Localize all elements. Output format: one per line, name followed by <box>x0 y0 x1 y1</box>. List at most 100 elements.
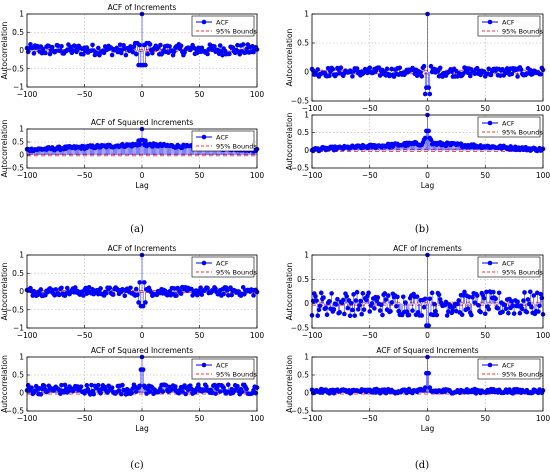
acf-point <box>437 297 443 302</box>
y-tick-label: −0.5 <box>291 324 309 333</box>
acf-point <box>84 383 90 388</box>
y-axis-label: Autocorrelation <box>0 262 9 320</box>
y-tick-label: −0.5 <box>291 164 309 173</box>
acf-point <box>145 51 151 57</box>
acf-point <box>515 299 520 305</box>
x-axis-label: Lag <box>421 424 435 433</box>
acf-point <box>316 307 322 313</box>
acf-point <box>421 63 427 69</box>
acf-point <box>331 307 337 312</box>
acf-point <box>142 280 147 285</box>
acf-point <box>28 42 33 47</box>
panel-caption: (c) <box>130 460 144 471</box>
acf-point <box>531 293 537 298</box>
acf-point <box>385 293 391 298</box>
subplot-title: ACF of Squared Increments <box>91 118 193 127</box>
acf-point <box>422 296 428 302</box>
acf-point <box>325 65 331 71</box>
acf-point <box>493 296 498 302</box>
acf-subplot-3: −100 −50 0 50 100 −0.5 0 0.5 1 Autocorrelation ACF… <box>285 10 550 114</box>
acf-point <box>56 292 62 298</box>
acf-point <box>354 66 360 71</box>
acf-point <box>376 65 382 71</box>
acf-point <box>89 382 94 388</box>
y-tick-label: 0.5 <box>12 269 24 278</box>
acf-point <box>225 292 231 298</box>
acf-point <box>38 287 44 292</box>
acf-point <box>497 73 503 78</box>
panel-caption: (d) <box>415 460 429 471</box>
acf-point <box>462 289 467 295</box>
acf-point <box>244 386 249 392</box>
acf-point <box>119 50 124 56</box>
acf-point <box>327 298 332 304</box>
acf-point <box>509 299 515 304</box>
x-tick-label: −100 <box>17 331 38 340</box>
acf-point <box>352 313 358 318</box>
acf-point <box>220 52 225 58</box>
acf-point <box>213 391 218 396</box>
acf-point <box>538 71 543 77</box>
acf-point <box>342 311 347 317</box>
legend-acf-label: ACF <box>216 362 229 370</box>
acf-point <box>174 293 179 298</box>
legend-acf-marker <box>201 134 207 140</box>
acf-point <box>59 382 64 388</box>
y-tick-label: 1 <box>304 251 309 260</box>
x-tick-label: 50 <box>480 104 490 113</box>
acf-point <box>355 307 361 312</box>
acf-point <box>466 294 472 300</box>
acf-point <box>324 312 330 318</box>
y-tick-label: 0.5 <box>297 371 309 380</box>
acf-point <box>524 309 530 315</box>
y-axis-label: Autocorrelation <box>0 355 9 413</box>
y-tick-label: 0 <box>304 299 309 308</box>
x-tick-label: 0 <box>425 171 430 180</box>
acf-point <box>527 289 533 295</box>
acf-point <box>240 42 246 47</box>
acf-point <box>137 42 142 48</box>
acf-point <box>96 382 101 388</box>
acf-point <box>537 303 542 309</box>
acf-point <box>81 293 86 298</box>
acf-point <box>41 383 47 389</box>
acf-point <box>419 74 425 79</box>
acf-point <box>380 312 385 318</box>
x-tick-label: −50 <box>362 414 378 423</box>
x-tick-label: −100 <box>17 171 38 180</box>
y-tick-label: 0.5 <box>12 138 24 147</box>
acf-point <box>538 291 543 297</box>
acf-point <box>229 292 234 298</box>
acf-point <box>525 297 531 302</box>
acf-point <box>509 71 515 77</box>
acf-point <box>465 306 471 311</box>
acf-point <box>422 385 428 390</box>
acf-point <box>217 389 223 394</box>
acf-point <box>503 306 509 312</box>
acf-point <box>56 387 62 393</box>
acf-point <box>429 290 435 296</box>
subplot-title: ACF of Increments <box>108 244 177 253</box>
acf-point <box>143 62 148 68</box>
legend-bounds-label: 95% Bounds <box>502 129 543 137</box>
acf-point <box>235 42 240 48</box>
acf-point <box>383 297 389 302</box>
acf-point <box>426 128 431 134</box>
acf-point <box>243 50 248 55</box>
acf-point <box>78 384 84 389</box>
acf-point <box>450 308 456 314</box>
y-tick-label: 0 <box>19 151 24 160</box>
x-tick-label: −100 <box>302 414 323 423</box>
acf-point <box>91 391 96 397</box>
x-tick-label: 0 <box>425 414 430 423</box>
x-tick-label: 50 <box>195 90 205 99</box>
acf-point <box>534 290 540 296</box>
acf-point <box>344 294 349 299</box>
legend-acf-marker <box>487 19 493 25</box>
x-tick-label: 100 <box>250 414 265 423</box>
acf-point <box>68 44 73 50</box>
legend-bounds-label: 95% Bounds <box>216 371 257 379</box>
acf-point <box>137 142 142 147</box>
acf-point <box>445 309 451 314</box>
